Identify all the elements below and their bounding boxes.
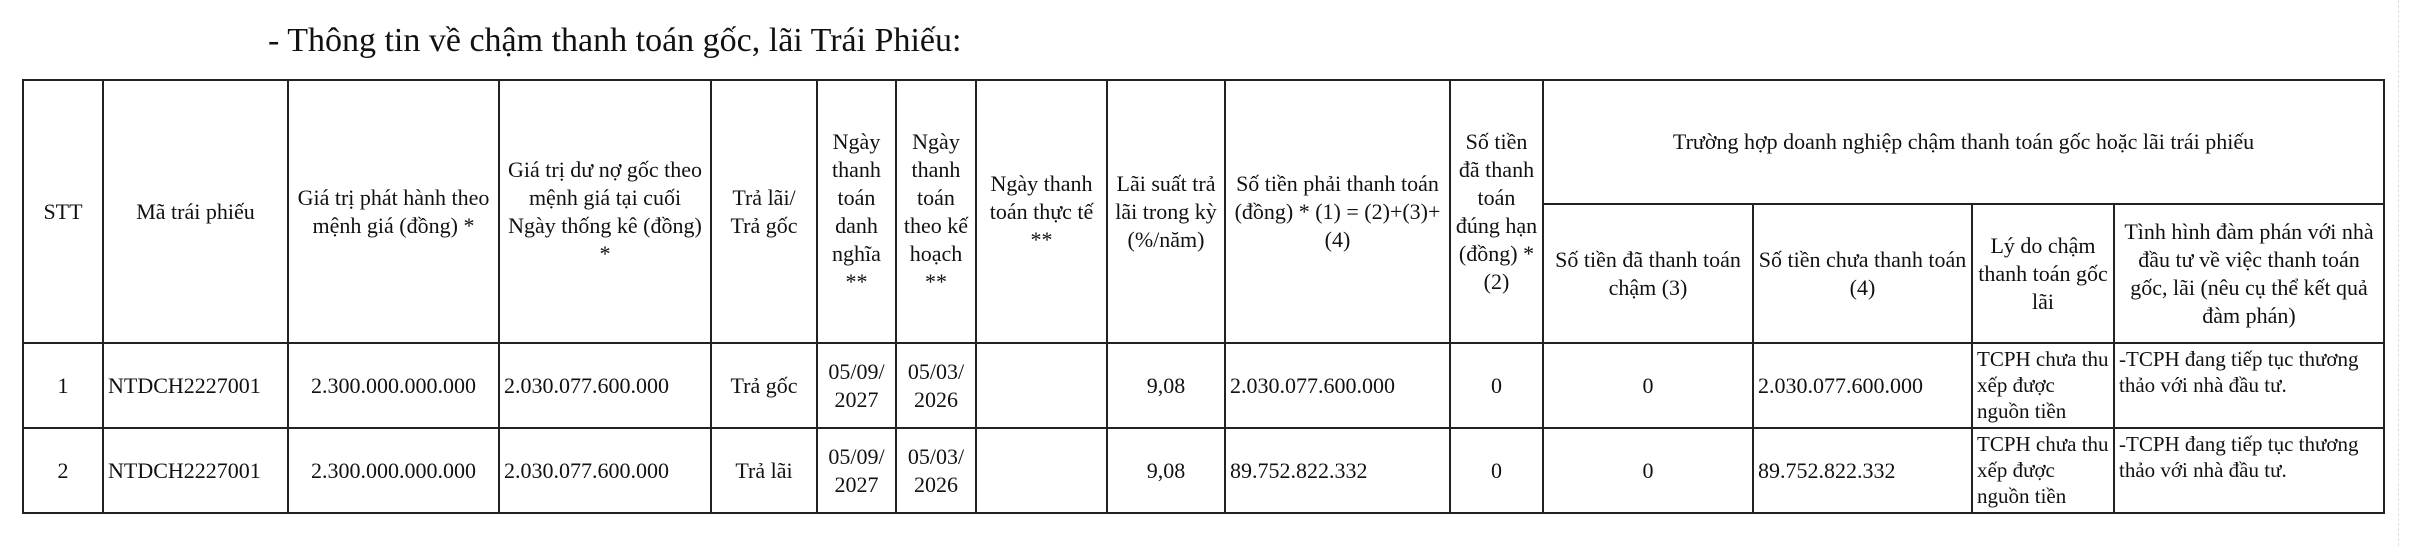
header-stt: STT	[22, 79, 104, 344]
cell-paid-on-time: 0	[1449, 342, 1544, 429]
cell-stt: 2	[22, 427, 104, 514]
table-row: 2 NTDCH2227001 2.300.000.000.000 2.030.0…	[22, 427, 2386, 514]
cell-payment-type: Trả gốc	[710, 342, 818, 429]
cell-outstanding: 2.030.077.600.000	[498, 342, 712, 429]
cell-bond-code: NTDCH2227001	[102, 342, 289, 429]
cell-stt: 1	[22, 342, 104, 429]
scan-margin-line	[2398, 0, 2400, 546]
header-interest-rate: Lãi suất trả lãi trong kỳ (%/năm)	[1106, 79, 1226, 344]
cell-negotiation: -TCPH đang tiếp tục thương thảo với nhà …	[2112, 427, 2386, 514]
cell-paid-late: 0	[1542, 342, 1754, 429]
header-unpaid: Số tiền chưa thanh toán (4)	[1752, 203, 1973, 344]
header-bond-code: Mã trái phiếu	[102, 79, 289, 344]
cell-negotiation: -TCPH đang tiếp tục thương thảo với nhà …	[2112, 342, 2386, 429]
cell-planned-date: 05/03/ 2026	[895, 342, 977, 429]
cell-unpaid: 89.752.822.332	[1752, 427, 1973, 514]
cell-nominal-date: 05/09/ 2027	[816, 427, 897, 514]
section-heading: - Thông tin về chậm thanh toán gốc, lãi …	[268, 22, 962, 59]
cell-actual-date	[975, 427, 1108, 514]
cell-actual-date	[975, 342, 1108, 429]
cell-issue-value: 2.300.000.000.000	[287, 342, 500, 429]
cell-unpaid: 2.030.077.600.000	[1752, 342, 1973, 429]
late-payment-table: STT Mã trái phiếu Giá trị phát hành theo…	[22, 79, 2386, 514]
cell-bond-code: NTDCH2227001	[102, 427, 289, 514]
cell-interest-rate: 9,08	[1106, 427, 1226, 514]
cell-interest-rate: 9,08	[1106, 342, 1226, 429]
header-outstanding: Giá trị dư nợ gốc theo mệnh giá tại cuối…	[498, 79, 712, 344]
header-late-group: Trường hợp doanh nghiệp chậm thanh toán …	[1541, 79, 2386, 205]
cell-issue-value: 2.300.000.000.000	[287, 427, 500, 514]
header-amount-due: Số tiền phải thanh toán (đồng) * (1) = (…	[1224, 79, 1451, 344]
cell-reason: TCPH chưa thu xếp được nguồn tiền	[1971, 427, 2115, 514]
header-negotiation: Tình hình đàm phán với nhà đầu tư về việ…	[2112, 203, 2386, 344]
header-paid-on-time: Số tiền đã thanh toán đúng hạn (đồng) * …	[1449, 79, 1544, 344]
cell-outstanding: 2.030.077.600.000	[498, 427, 712, 514]
cell-planned-date: 05/03/ 2026	[895, 427, 977, 514]
cell-nominal-date: 05/09/ 2027	[816, 342, 897, 429]
table-row: 1 NTDCH2227001 2.300.000.000.000 2.030.0…	[22, 342, 2386, 429]
header-actual-date: Ngày thanh toán thực tế **	[975, 79, 1108, 344]
header-nominal-date: Ngày thanh toán danh nghĩa **	[816, 79, 897, 344]
header-paid-late: Số tiền đã thanh toán chậm (3)	[1542, 203, 1754, 344]
header-planned-date: Ngày thanh toán theo kế hoạch **	[895, 79, 977, 344]
cell-paid-late: 0	[1542, 427, 1754, 514]
cell-reason: TCPH chưa thu xếp được nguồn tiền	[1971, 342, 2115, 429]
header-payment-type: Trả lãi/ Trả gốc	[710, 79, 818, 344]
header-reason: Lý do chậm thanh toán gốc lãi	[1971, 203, 2115, 344]
cell-amount-due: 89.752.822.332	[1224, 427, 1451, 514]
cell-payment-type: Trả lãi	[710, 427, 818, 514]
header-issue-value: Giá trị phát hành theo mệnh giá (đồng) *	[287, 79, 500, 344]
cell-paid-on-time: 0	[1449, 427, 1544, 514]
cell-amount-due: 2.030.077.600.000	[1224, 342, 1451, 429]
